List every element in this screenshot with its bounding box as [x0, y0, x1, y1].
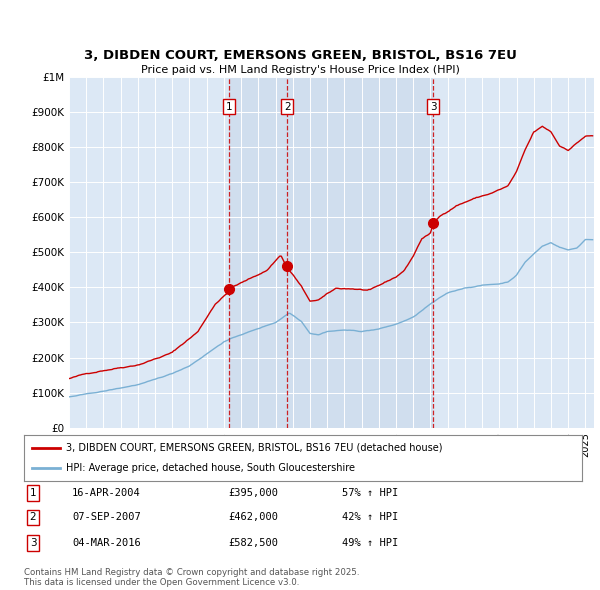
Text: Price paid vs. HM Land Registry's House Price Index (HPI): Price paid vs. HM Land Registry's House … — [140, 65, 460, 75]
Text: 2: 2 — [284, 101, 290, 112]
Text: 04-MAR-2016: 04-MAR-2016 — [72, 538, 141, 548]
Bar — [229, 77, 433, 428]
Text: 3, DIBDEN COURT, EMERSONS GREEN, BRISTOL, BS16 7EU (detached house): 3, DIBDEN COURT, EMERSONS GREEN, BRISTOL… — [66, 442, 442, 453]
Text: 16-APR-2004: 16-APR-2004 — [72, 488, 141, 497]
Text: 49% ↑ HPI: 49% ↑ HPI — [342, 538, 398, 548]
Text: 3: 3 — [29, 538, 37, 548]
Text: 07-SEP-2007: 07-SEP-2007 — [72, 513, 141, 522]
Text: HPI: Average price, detached house, South Gloucestershire: HPI: Average price, detached house, Sout… — [66, 463, 355, 473]
Text: 3, DIBDEN COURT, EMERSONS GREEN, BRISTOL, BS16 7EU: 3, DIBDEN COURT, EMERSONS GREEN, BRISTOL… — [83, 49, 517, 62]
Text: 57% ↑ HPI: 57% ↑ HPI — [342, 488, 398, 497]
Text: 1: 1 — [29, 488, 37, 497]
Text: Contains HM Land Registry data © Crown copyright and database right 2025.
This d: Contains HM Land Registry data © Crown c… — [24, 568, 359, 587]
Text: £395,000: £395,000 — [228, 488, 278, 497]
Text: £462,000: £462,000 — [228, 513, 278, 522]
Text: £582,500: £582,500 — [228, 538, 278, 548]
Text: 3: 3 — [430, 101, 437, 112]
Text: 42% ↑ HPI: 42% ↑ HPI — [342, 513, 398, 522]
Text: 2: 2 — [29, 513, 37, 522]
Text: 1: 1 — [226, 101, 232, 112]
